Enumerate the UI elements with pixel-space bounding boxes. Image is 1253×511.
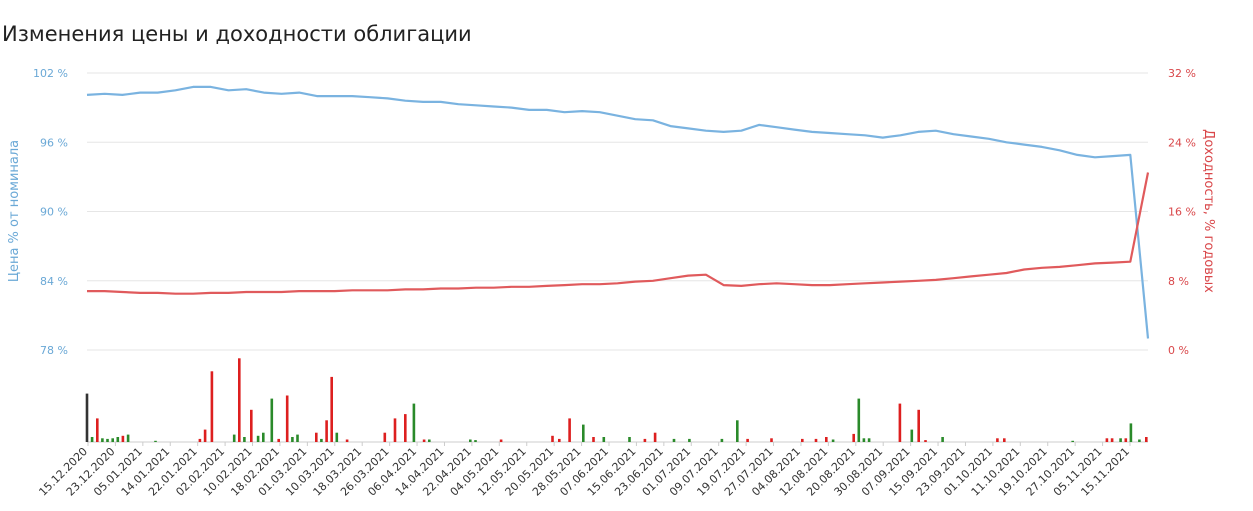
volume-bar	[393, 418, 397, 442]
volume-bar	[198, 438, 202, 442]
volume-bar	[412, 403, 416, 442]
volume-bar	[345, 439, 349, 442]
volume-bar	[592, 437, 595, 442]
volume-bar	[285, 395, 289, 442]
right-tick-label: 16 %	[1168, 206, 1196, 219]
left-tick-label: 102 %	[33, 67, 68, 80]
volume-bar	[672, 438, 676, 442]
volume-bar	[852, 433, 855, 442]
volume-bar	[106, 438, 109, 442]
volume-bar	[867, 438, 871, 442]
volume-bar	[250, 409, 253, 442]
left-tick-label: 78 %	[40, 344, 68, 357]
volume-bar	[469, 439, 472, 442]
volume-bar	[320, 438, 323, 442]
right-tick-label: 8 %	[1168, 275, 1189, 288]
volume-bar	[121, 435, 125, 442]
volume-bar	[277, 438, 280, 442]
volume-bar	[270, 398, 274, 442]
volume-bars	[85, 358, 1148, 442]
volume-bar	[898, 403, 902, 442]
volume-bar	[1105, 438, 1109, 442]
volume-bar	[335, 432, 339, 442]
right-tick-label: 0 %	[1168, 344, 1189, 357]
volume-bar	[210, 371, 214, 442]
volume-bar	[262, 432, 265, 442]
volume-bar	[1110, 438, 1114, 442]
volume-bar	[111, 438, 114, 442]
volume-bar	[910, 429, 914, 442]
price-line	[86, 85, 1150, 339]
volume-bar	[474, 440, 477, 442]
volume-bar	[126, 434, 130, 442]
volume-bar	[101, 438, 104, 442]
yield-line	[87, 172, 1150, 295]
volume-bar	[428, 439, 431, 442]
volume-bar	[330, 376, 333, 442]
volume-bar	[96, 418, 99, 442]
volume-bar	[1138, 439, 1141, 442]
right-tick-label: 32 %	[1168, 67, 1196, 80]
volume-bar	[315, 432, 318, 442]
volume-bar	[857, 398, 861, 442]
left-axis-title: Цена % от номинала	[7, 140, 22, 282]
volume-bar	[203, 429, 207, 442]
volume-bar	[825, 437, 828, 442]
volume-bar	[917, 409, 920, 442]
left-tick-label: 90 %	[40, 206, 68, 219]
grid-lines	[87, 72, 1148, 443]
volume-bar	[688, 438, 691, 442]
volume-bar	[568, 418, 571, 442]
series-group	[86, 85, 1150, 339]
volume-bar	[862, 438, 866, 442]
volume-bar	[941, 437, 944, 442]
volume-bar	[154, 440, 157, 442]
volume-bar	[422, 439, 426, 442]
volume-bar	[116, 437, 120, 442]
x-axis-ticks: 15.12.202023.12.202005.01.202114.01.2021…	[36, 442, 1132, 499]
volume-bar	[383, 432, 387, 442]
volume-bar	[1119, 438, 1122, 442]
volume-bar	[736, 420, 739, 442]
volume-bar	[1003, 438, 1006, 442]
chart-title: Изменения цены и доходности облигации	[2, 22, 472, 46]
volume-bar	[582, 424, 585, 442]
volume-bar	[325, 420, 328, 442]
volume-bar	[770, 438, 773, 442]
volume-bar	[296, 434, 299, 442]
volume-bar	[602, 437, 606, 442]
volume-bar	[924, 440, 927, 442]
volume-bar	[996, 438, 999, 442]
left-tick-label: 96 %	[40, 136, 68, 149]
left-axis-ticks: 102 % 96 % 90 % 84 % 78 %	[33, 67, 68, 357]
volume-bar	[90, 437, 94, 442]
volume-bar	[1071, 440, 1074, 442]
volume-bar	[238, 358, 241, 442]
volume-bar	[814, 438, 818, 442]
volume-bar	[85, 393, 89, 442]
volume-bar	[558, 438, 561, 442]
volume-bar	[746, 438, 749, 442]
volume-bar	[404, 414, 407, 442]
volume-bar	[1124, 438, 1128, 442]
right-axis-title: Доходность, % годовых	[1201, 129, 1216, 293]
volume-bar	[1145, 437, 1148, 442]
volume-bar	[831, 439, 835, 442]
volume-bar	[1129, 423, 1133, 442]
volume-bar	[720, 438, 724, 442]
volume-bar	[256, 435, 260, 442]
volume-bar	[232, 434, 236, 442]
right-tick-label: 24 %	[1168, 136, 1196, 149]
volume-bar	[291, 437, 294, 442]
volume-bar	[643, 438, 647, 442]
left-tick-label: 84 %	[40, 275, 68, 288]
volume-bar	[801, 438, 804, 442]
volume-bar	[653, 432, 657, 442]
right-axis-ticks: 32 % 24 % 16 % 8 % 0 %	[1168, 67, 1196, 357]
volume-bar	[628, 437, 631, 442]
volume-bar	[551, 435, 554, 442]
volume-bar	[499, 439, 503, 442]
volume-bar	[243, 437, 246, 442]
